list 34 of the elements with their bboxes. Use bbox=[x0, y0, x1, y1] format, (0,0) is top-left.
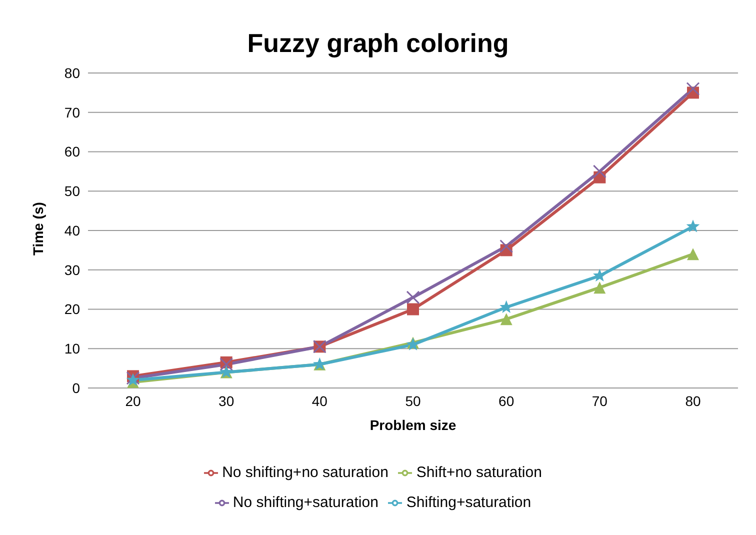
y-tick-label: 0 bbox=[72, 380, 80, 396]
y-tick-label: 60 bbox=[64, 144, 80, 160]
point bbox=[594, 282, 606, 294]
point bbox=[593, 268, 606, 282]
y-axis-title: Time (s) bbox=[30, 202, 46, 256]
point bbox=[687, 248, 699, 260]
legend-label: Shifting+saturation bbox=[406, 494, 532, 511]
x-tick-label: 20 bbox=[125, 392, 141, 409]
y-tick-label: 30 bbox=[64, 262, 80, 278]
point bbox=[500, 240, 514, 253]
x-tick-label: 60 bbox=[498, 392, 514, 409]
point bbox=[220, 358, 234, 372]
y-tick-label: 50 bbox=[64, 183, 80, 200]
point bbox=[686, 220, 700, 232]
point bbox=[686, 82, 700, 96]
legend-label: No shifting+no saturation bbox=[222, 464, 388, 481]
y-tick-label: 40 bbox=[64, 222, 80, 238]
y-tick-label: 70 bbox=[64, 104, 80, 120]
x-axis-title: Problem size bbox=[370, 417, 456, 433]
point bbox=[592, 164, 606, 178]
point bbox=[406, 290, 420, 304]
x-tick-label: 50 bbox=[405, 392, 421, 409]
chart-title: Fuzzy graph coloring bbox=[247, 28, 509, 58]
x-tick-label: 30 bbox=[218, 392, 234, 409]
y-tick-label: 10 bbox=[64, 340, 80, 357]
y-tick-label: 20 bbox=[64, 301, 80, 318]
point bbox=[500, 313, 512, 326]
point bbox=[407, 303, 419, 316]
legend-label: No shifting+saturation bbox=[232, 494, 378, 511]
legend-label: Shift+no saturation bbox=[416, 464, 542, 481]
x-tick-label: 80 bbox=[685, 392, 701, 409]
x-tick-label: 70 bbox=[592, 392, 608, 409]
y-tick-label: 80 bbox=[64, 64, 80, 81]
x-tick-label: 40 bbox=[312, 392, 328, 409]
